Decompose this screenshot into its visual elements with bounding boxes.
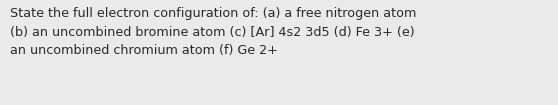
Text: State the full electron configuration of: (a) a free nitrogen atom
(b) an uncomb: State the full electron configuration of… [10, 7, 416, 57]
